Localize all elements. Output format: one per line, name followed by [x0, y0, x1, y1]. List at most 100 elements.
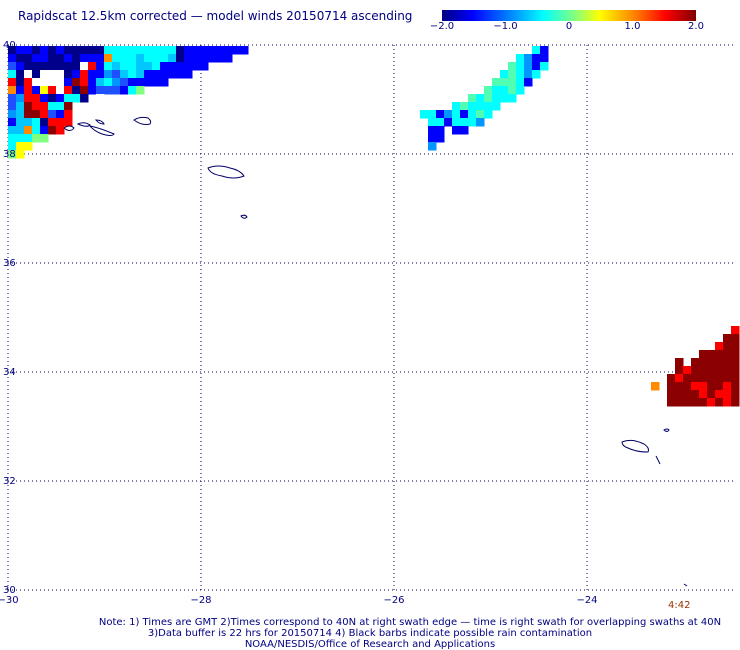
wind-cell	[32, 134, 41, 143]
wind-cell	[715, 350, 724, 359]
wind-cell	[16, 126, 25, 135]
wind-cell	[64, 110, 73, 119]
wind-cell	[24, 126, 33, 135]
wind-cell	[707, 358, 716, 367]
wind-cell	[80, 46, 89, 55]
wind-cell	[16, 150, 25, 159]
wind-cell	[16, 54, 25, 63]
wind-cell	[136, 54, 145, 63]
wind-cell	[144, 62, 153, 71]
wind-cell	[428, 142, 437, 151]
wind-cell	[723, 374, 732, 383]
wind-cell	[160, 70, 169, 79]
wind-cell	[24, 102, 33, 111]
wind-cell	[540, 54, 549, 63]
wind-cell	[683, 374, 692, 383]
wind-cell	[460, 110, 469, 119]
island-outlines	[63, 116, 688, 587]
longitude-label: −30	[0, 595, 19, 606]
wind-cell	[667, 374, 676, 383]
wind-cell	[32, 70, 41, 79]
wind-cell	[436, 110, 445, 119]
wind-cell	[48, 78, 57, 87]
wind-cell	[715, 358, 724, 367]
wind-cell	[8, 86, 17, 95]
wind-cell	[32, 102, 41, 111]
wind-cell	[691, 358, 700, 367]
wind-cell	[476, 110, 485, 119]
wind-cell	[152, 46, 161, 55]
wind-cell	[516, 62, 525, 71]
wind-cell	[40, 54, 49, 63]
wind-cell	[8, 70, 17, 79]
wind-cell	[667, 398, 676, 407]
latitude-label: 34	[3, 367, 16, 378]
wind-cell	[88, 78, 97, 87]
wind-cell	[56, 86, 65, 95]
wind-cell	[96, 62, 105, 71]
wind-cell	[651, 382, 660, 391]
wind-cell	[64, 118, 73, 127]
wind-cell	[715, 342, 724, 351]
wind-cell	[184, 54, 193, 63]
wind-cell	[96, 54, 105, 63]
wind-cell	[152, 62, 161, 71]
wind-cell	[691, 382, 700, 391]
wind-cell	[192, 54, 201, 63]
wind-cell	[476, 94, 485, 103]
wind-cell	[500, 94, 509, 103]
wind-cell	[104, 86, 113, 95]
wind-cell	[24, 94, 33, 103]
wind-cell	[216, 46, 225, 55]
wind-cell	[508, 86, 517, 95]
wind-cell	[532, 54, 541, 63]
wind-cell	[32, 78, 41, 87]
wind-cell	[8, 62, 17, 71]
wind-cell	[40, 70, 49, 79]
wind-cell	[176, 70, 185, 79]
wind-cell	[40, 86, 49, 95]
wind-cell	[707, 366, 716, 375]
wind-cell	[120, 70, 129, 79]
wind-cell	[112, 70, 121, 79]
wind-cell	[32, 94, 41, 103]
wind-cell	[96, 86, 105, 95]
wind-cell	[80, 62, 89, 71]
wind-cell	[723, 358, 732, 367]
wind-cell	[104, 78, 113, 87]
island-outline	[655, 455, 661, 465]
wind-cell	[64, 78, 73, 87]
wind-cell	[40, 62, 49, 71]
wind-cell	[64, 86, 73, 95]
wind-cell	[136, 86, 145, 95]
wind-cell	[16, 118, 25, 127]
wind-cell	[48, 94, 57, 103]
longitude-label: −28	[190, 595, 211, 606]
wind-cell	[675, 382, 684, 391]
wind-cell	[72, 86, 81, 95]
wind-cell	[723, 382, 732, 391]
wind-cell	[436, 134, 445, 143]
wind-cell	[24, 46, 33, 55]
wind-cell	[16, 110, 25, 119]
wind-cell	[8, 110, 17, 119]
wind-cell	[112, 46, 121, 55]
wind-cell	[524, 70, 533, 79]
wind-cell	[224, 54, 233, 63]
wind-cell	[192, 46, 201, 55]
wind-cell	[176, 54, 185, 63]
island-outline	[683, 583, 688, 587]
wind-cell	[452, 102, 461, 111]
wind-cell	[707, 390, 716, 399]
wind-cell	[152, 54, 161, 63]
wind-cell	[200, 62, 209, 71]
longitude-label: −26	[383, 595, 404, 606]
wind-cell	[144, 54, 153, 63]
wind-cell	[468, 118, 477, 127]
wind-cell	[731, 334, 740, 343]
wind-cell	[731, 382, 740, 391]
wind-cell	[16, 86, 25, 95]
wind-cell	[88, 70, 97, 79]
wind-cell	[40, 94, 49, 103]
